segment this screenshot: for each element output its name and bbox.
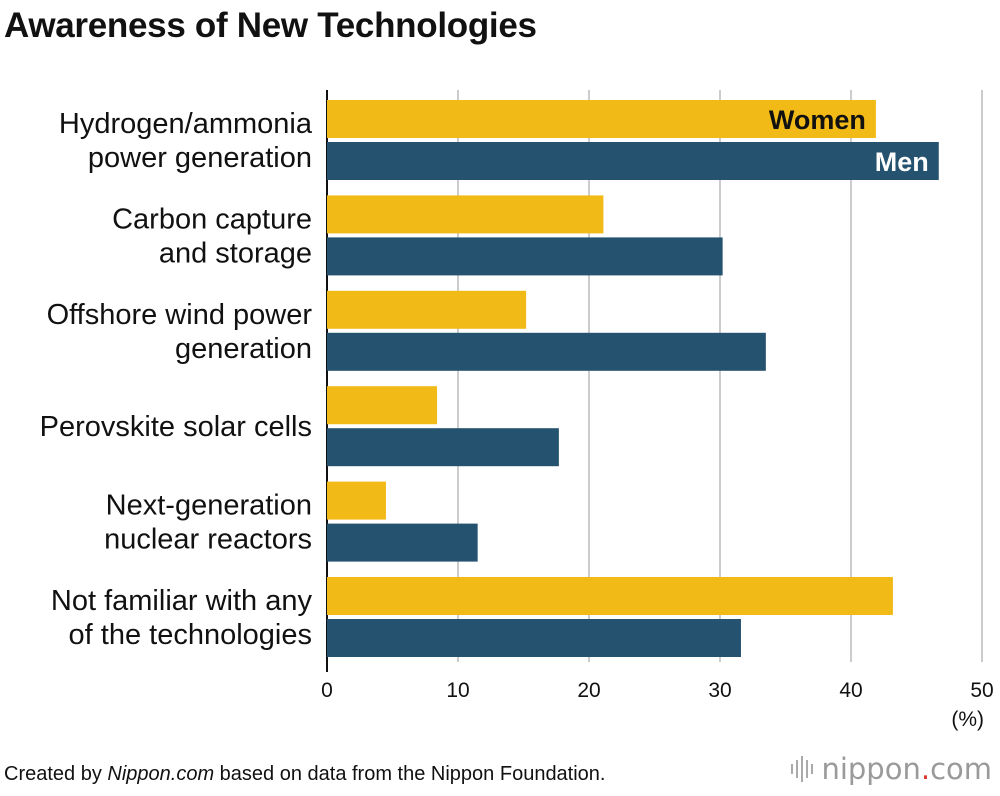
legend-label-men: Men (875, 147, 929, 177)
category-label: Not familiar with any (51, 585, 313, 617)
x-tick-label: 10 (446, 679, 469, 702)
category-label: Carbon capture (112, 203, 312, 235)
logo-text: nippon.com (821, 752, 992, 786)
category-label: generation (175, 333, 312, 365)
category-label: Perovskite solar cells (40, 411, 312, 443)
bar (327, 142, 939, 180)
category-label: of the technologies (69, 619, 312, 651)
category-label: Hydrogen/ammonia (59, 108, 313, 140)
bar (327, 577, 893, 615)
category-label: power generation (88, 142, 312, 174)
x-axis-ticks: 0 10 20 30 40 50 (%) (321, 679, 994, 731)
credit-prefix: Created by (4, 763, 108, 785)
nippon-logo: nippon.com (791, 752, 992, 786)
bar (327, 237, 723, 276)
x-tick-label: 40 (839, 679, 862, 702)
bar (327, 523, 478, 562)
category-label: and storage (159, 237, 312, 269)
x-tick-label: 50 (970, 679, 993, 702)
x-tick-label: 0 (321, 679, 333, 702)
bar (327, 386, 438, 425)
category-label: Offshore wind power (47, 299, 313, 331)
x-tick-label: 20 (577, 679, 600, 702)
bar (327, 290, 527, 329)
x-tick-label: 30 (708, 679, 731, 702)
bar (327, 619, 741, 657)
category-label: Next-generation (106, 490, 312, 522)
bar (327, 332, 766, 371)
chart-title: Awareness of New Technologies (4, 6, 537, 45)
category-label: nuclear reactors (104, 524, 312, 556)
source-credit: Created by Nippon.com based on data from… (4, 763, 606, 786)
bar (327, 195, 604, 234)
credit-suffix: based on data from the Nippon Foundation… (214, 763, 606, 785)
legend-label-women: Women (769, 105, 866, 135)
logo-bars-icon (791, 754, 814, 784)
gridlines (326, 90, 983, 672)
bar (327, 428, 559, 467)
bars: Women Men (327, 100, 939, 657)
x-unit-label: (%) (951, 708, 984, 731)
credit-site: Nippon.com (107, 763, 215, 785)
bar (327, 100, 876, 138)
bar (327, 481, 386, 520)
